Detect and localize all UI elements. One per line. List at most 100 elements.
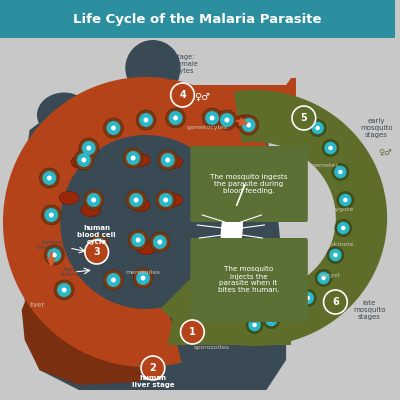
Circle shape <box>334 166 346 178</box>
Circle shape <box>52 252 57 258</box>
Circle shape <box>129 193 143 207</box>
Circle shape <box>92 238 106 252</box>
Circle shape <box>312 122 324 134</box>
Circle shape <box>47 176 52 180</box>
Text: human
blood cell: human blood cell <box>38 240 66 250</box>
Ellipse shape <box>59 192 79 204</box>
Circle shape <box>86 146 91 150</box>
Circle shape <box>131 233 145 247</box>
Ellipse shape <box>81 204 101 216</box>
Ellipse shape <box>37 92 91 138</box>
Circle shape <box>156 190 176 210</box>
Circle shape <box>322 139 339 157</box>
Circle shape <box>326 246 344 264</box>
Ellipse shape <box>136 242 156 254</box>
Circle shape <box>252 323 257 327</box>
Circle shape <box>57 283 71 297</box>
Circle shape <box>123 148 143 168</box>
Circle shape <box>286 310 290 314</box>
Circle shape <box>126 151 140 165</box>
Circle shape <box>324 290 347 314</box>
Circle shape <box>104 270 123 290</box>
Circle shape <box>341 226 346 230</box>
Ellipse shape <box>71 156 91 168</box>
Text: human
blood cell
cycle: human blood cell cycle <box>77 225 116 245</box>
Ellipse shape <box>206 111 228 125</box>
FancyBboxPatch shape <box>190 238 308 322</box>
Circle shape <box>166 108 186 128</box>
Circle shape <box>44 208 58 222</box>
Circle shape <box>343 198 348 202</box>
Circle shape <box>136 110 156 130</box>
Circle shape <box>81 158 86 162</box>
Ellipse shape <box>130 198 150 212</box>
FancyBboxPatch shape <box>190 146 308 222</box>
Circle shape <box>248 319 261 331</box>
Circle shape <box>316 126 320 130</box>
Circle shape <box>242 118 256 132</box>
Polygon shape <box>20 108 286 390</box>
Text: human
liver stage: human liver stage <box>132 376 174 388</box>
Circle shape <box>153 235 167 249</box>
Circle shape <box>106 121 120 135</box>
Circle shape <box>217 110 237 130</box>
Circle shape <box>279 303 297 321</box>
Circle shape <box>332 163 349 181</box>
Text: liver: liver <box>30 302 45 308</box>
Text: sporozoites: sporozoites <box>194 346 230 350</box>
Circle shape <box>220 113 234 127</box>
Circle shape <box>40 168 59 188</box>
Circle shape <box>299 289 317 307</box>
Circle shape <box>239 115 258 135</box>
Circle shape <box>292 106 316 130</box>
Circle shape <box>96 242 101 248</box>
Circle shape <box>317 272 330 284</box>
Ellipse shape <box>130 154 150 166</box>
Circle shape <box>79 138 99 158</box>
Circle shape <box>306 296 310 300</box>
Circle shape <box>246 122 251 128</box>
Circle shape <box>338 170 342 174</box>
Circle shape <box>302 292 314 304</box>
Circle shape <box>321 276 326 280</box>
Ellipse shape <box>226 200 244 220</box>
Text: oocyst: oocyst <box>320 272 341 278</box>
Circle shape <box>336 191 354 209</box>
Circle shape <box>85 240 108 264</box>
Circle shape <box>169 111 182 125</box>
Text: 6: 6 <box>332 297 339 307</box>
Circle shape <box>131 156 136 160</box>
Circle shape <box>87 193 101 207</box>
Circle shape <box>49 212 54 218</box>
Text: 1: 1 <box>189 327 196 337</box>
Circle shape <box>44 245 64 265</box>
Circle shape <box>171 83 194 107</box>
Text: ookinete: ookinete <box>327 242 354 248</box>
Ellipse shape <box>238 205 276 219</box>
Ellipse shape <box>84 248 104 262</box>
Polygon shape <box>161 90 387 346</box>
Circle shape <box>295 112 307 124</box>
Text: human
liver cell: human liver cell <box>61 266 86 278</box>
Circle shape <box>324 142 337 154</box>
Circle shape <box>144 118 148 122</box>
Bar <box>138 90 168 110</box>
Circle shape <box>104 118 123 138</box>
Circle shape <box>91 198 96 202</box>
Circle shape <box>173 116 178 120</box>
Circle shape <box>136 238 140 242</box>
Polygon shape <box>168 305 291 345</box>
Circle shape <box>140 276 146 280</box>
Text: 2: 2 <box>150 363 156 373</box>
Text: ♀♂: ♀♂ <box>378 148 392 156</box>
Circle shape <box>262 311 280 329</box>
Text: 5: 5 <box>300 113 307 123</box>
Circle shape <box>77 153 91 167</box>
Text: late
mosquito
stages: late mosquito stages <box>353 300 386 320</box>
Circle shape <box>315 269 332 287</box>
Circle shape <box>106 273 120 287</box>
Circle shape <box>328 146 333 150</box>
Circle shape <box>125 40 180 96</box>
Circle shape <box>159 193 173 207</box>
Circle shape <box>210 116 214 120</box>
